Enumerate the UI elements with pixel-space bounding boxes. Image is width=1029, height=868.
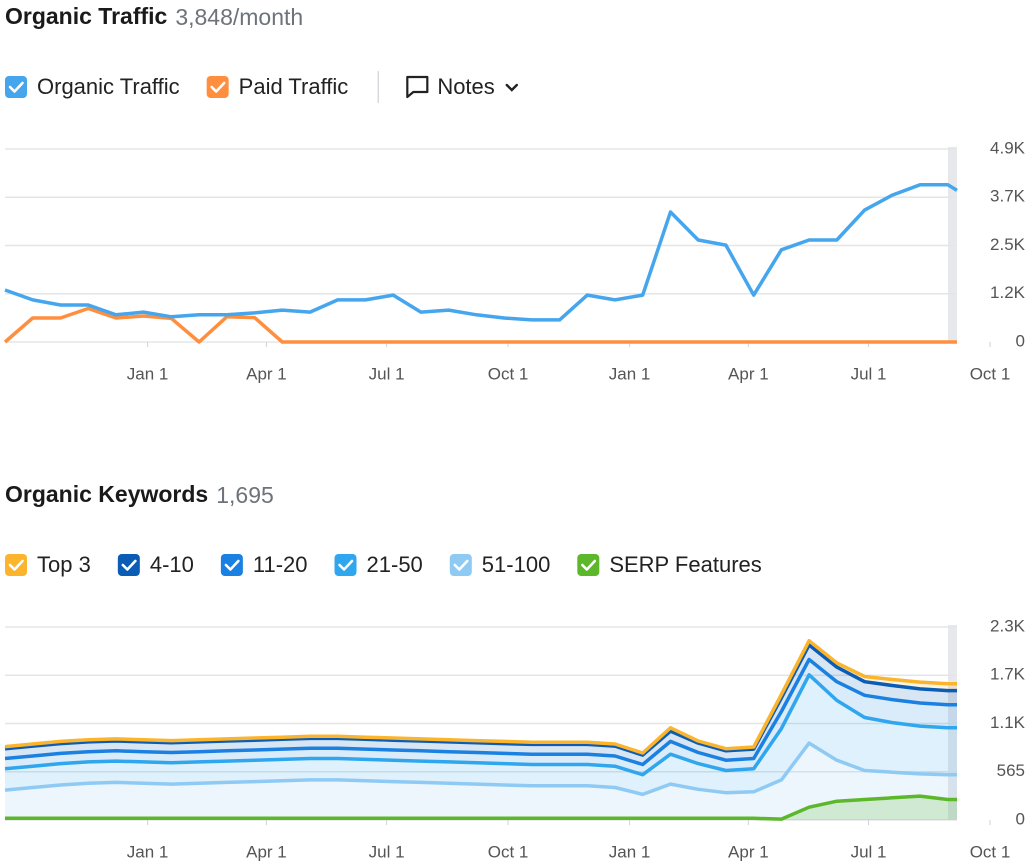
legend-checkbox[interactable] [117, 554, 140, 576]
checkmark [210, 81, 226, 93]
series-line [4, 741, 957, 797]
legend-label: SERP Features [609, 552, 761, 577]
legend-checkbox[interactable] [5, 554, 27, 576]
y-tick-label: 4.9K [990, 138, 1026, 157]
x-tick-label: Oct 1 [488, 364, 529, 383]
notes-button[interactable]: Notes [406, 74, 518, 99]
checkbox-box [577, 554, 600, 576]
series-line [5, 794, 957, 821]
series-line [4, 638, 957, 755]
checkmark [453, 559, 469, 571]
notes-chevron [505, 83, 518, 92]
checkbox-box [334, 554, 357, 576]
x-tick-label: Jul 1 [369, 842, 405, 861]
notes-icon [406, 75, 429, 99]
checkmark [121, 559, 137, 571]
y-tick-label: 1.7K [990, 665, 1026, 684]
legend-checkbox[interactable] [5, 76, 27, 98]
x-tick-label: Oct 1 [970, 842, 1011, 861]
checkbox-box [220, 554, 243, 576]
legend-checkbox[interactable] [220, 554, 243, 576]
x-tick-label: Jan 1 [609, 364, 651, 383]
latest-band [948, 147, 957, 342]
series-line [4, 643, 957, 757]
legend-label: 21-50 [367, 552, 423, 577]
x-tick-label: Oct 1 [488, 842, 529, 861]
latest-band [948, 625, 957, 820]
legend-label: Top 3 [37, 552, 91, 577]
legend-label: 11-20 [253, 552, 308, 577]
series-line [4, 657, 957, 767]
checkmark [338, 559, 354, 571]
legend-checkbox[interactable] [577, 554, 600, 576]
y-tick-label: 2.3K [990, 616, 1026, 635]
x-tick-label: Jan 1 [127, 842, 169, 861]
y-tick-label: 1.2K [990, 283, 1026, 302]
area-fill [5, 796, 957, 820]
checkmark [224, 559, 240, 571]
checkmark [581, 559, 597, 571]
chart-title: Organic Keywords [5, 481, 208, 507]
y-tick-label: 2.5K [990, 235, 1026, 254]
legend-label: Organic Traffic [37, 74, 180, 99]
x-tick-label: Oct 1 [970, 364, 1011, 383]
x-tick-label: Apr 1 [728, 842, 769, 861]
checkbox-box [117, 554, 140, 576]
x-tick-label: Jul 1 [851, 364, 887, 383]
y-tick-label: 0 [1016, 331, 1025, 350]
y-tick-label: 565 [997, 761, 1025, 780]
checkmark [8, 559, 24, 571]
x-tick-label: Jul 1 [851, 842, 887, 861]
checkbox-box [206, 76, 229, 98]
legend-label: 4-10 [150, 552, 194, 577]
series-line [4, 183, 958, 322]
x-tick-label: Jan 1 [127, 364, 169, 383]
series-line [3, 306, 957, 344]
chart-subtitle: 3,848/month [175, 4, 303, 30]
y-tick-label: 0 [1016, 809, 1025, 828]
checkmark [8, 81, 24, 93]
y-tick-label: 3.7K [990, 187, 1026, 206]
chart-title: Organic Traffic [5, 3, 168, 29]
checkbox-box [5, 76, 27, 98]
area-fill [5, 743, 957, 820]
x-tick-label: Jul 1 [369, 364, 405, 383]
y-tick-label: 1.1K [990, 713, 1026, 732]
checkbox-box [5, 554, 27, 576]
legend-checkbox[interactable] [449, 554, 472, 576]
x-tick-label: Apr 1 [246, 842, 287, 861]
chart-subtitle: 1,695 [216, 482, 274, 508]
notes-label: Notes [437, 74, 494, 99]
series-line [4, 673, 957, 777]
area-fill [5, 674, 957, 795]
checkbox-box [449, 554, 472, 576]
x-tick-label: Jan 1 [609, 842, 651, 861]
legend-label: 51-100 [482, 552, 551, 577]
legend-label: Paid Traffic [239, 74, 349, 99]
legend-checkbox[interactable] [334, 554, 357, 576]
x-tick-label: Apr 1 [246, 364, 287, 383]
legend-checkbox[interactable] [206, 76, 229, 98]
x-tick-label: Apr 1 [728, 364, 769, 383]
